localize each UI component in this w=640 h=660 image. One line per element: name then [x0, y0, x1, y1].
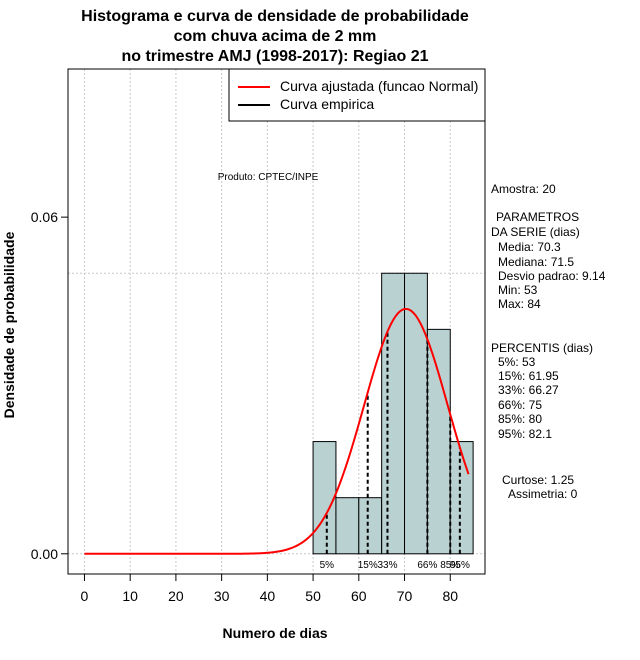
- legend-label-empirical: Curva empirica: [280, 96, 374, 112]
- normal-curve-path: [84, 307, 470, 555]
- product-annotation: Produto: CPTEC/INPE: [218, 172, 319, 183]
- y-tick-label-1: 0.06: [31, 209, 58, 225]
- param-mediana: Mediana: 71.5: [498, 255, 574, 269]
- grid-lines: [68, 69, 485, 574]
- percentil-85: 85%: 80: [498, 412, 542, 426]
- param-min: Min: 53: [498, 283, 538, 297]
- histogram-bar-1: [335, 497, 360, 555]
- side-panel: Amostra: 20 PARAMETROS DA SERIE (dias) M…: [491, 182, 606, 501]
- percentile-labels: 5% 15% 33% 66% 85%95%: [320, 560, 470, 571]
- y-tick-label-0: 0.00: [31, 546, 58, 562]
- percentile-label-1: 15%: [358, 560, 378, 571]
- y-axis: 0.00 0.06: [31, 209, 69, 562]
- percentis-title: PERCENTIS (dias): [491, 341, 593, 355]
- percentile-label-4: 85%: [440, 560, 460, 571]
- x-tick-label-8: 80: [442, 588, 458, 604]
- x-tick-label-2: 20: [168, 588, 184, 604]
- x-tick-label-6: 60: [351, 588, 367, 604]
- sample-size: Amostra: 20: [491, 182, 556, 196]
- x-tick-label-7: 70: [397, 588, 413, 604]
- percentile-label-0: 5%: [320, 560, 335, 571]
- percentil-33: 33%: 66.27: [498, 383, 559, 397]
- params-subtitle: DA SERIE (dias): [491, 225, 580, 239]
- percentile-label-2: 33%: [377, 560, 397, 571]
- histogram-bar-5: [426, 328, 451, 555]
- histogram-bar-6: [449, 441, 474, 555]
- chart-title-line-3: no trimestre AMJ (1998-2017): Regiao 21: [121, 48, 428, 65]
- param-media: Media: 70.3: [498, 240, 561, 254]
- normal-curve: [84, 307, 470, 555]
- percentil-66: 66%: 75: [498, 398, 542, 412]
- x-tick-label-1: 10: [122, 588, 138, 604]
- chart-title-line-2: com chuva acima de 2 mm: [174, 28, 377, 45]
- percentile-label-3: 66%: [417, 560, 437, 571]
- histogram-bars: [312, 272, 474, 555]
- legend-box: [228, 68, 486, 122]
- y-axis-label: Densidade de probabilidade: [1, 231, 17, 418]
- x-tick-label-3: 30: [214, 588, 230, 604]
- histogram-bar-0: [312, 441, 337, 555]
- x-tick-label-0: 0: [81, 588, 89, 604]
- percentil-95: 95%: 82.1: [498, 427, 552, 441]
- histogram-bar-2: [358, 497, 383, 555]
- x-axis: 0 10 20 30 40 50 60 70 80: [81, 573, 458, 604]
- percentil-15: 15%: 61.95: [498, 369, 559, 383]
- assimetria: Assimetria: 0: [508, 487, 578, 501]
- percentile-lines: [325, 331, 461, 554]
- x-tick-label-4: 40: [260, 588, 276, 604]
- legend-label-fitted: Curva ajustada (funcao Normal): [280, 78, 478, 94]
- percentil-5: 5%: 53: [498, 355, 536, 369]
- histogram-bar-3: [381, 272, 406, 555]
- params-title: PARAMETROS: [496, 210, 579, 224]
- curtose: Curtose: 1.25: [502, 473, 574, 487]
- x-tick-label-5: 50: [305, 588, 321, 604]
- legend: Curva ajustada (funcao Normal) Curva emp…: [228, 68, 486, 122]
- chart-title-line-1: Histograma e curva de densidade de proba…: [81, 8, 469, 25]
- x-axis-label: Numero de dias: [222, 625, 327, 641]
- percentile-label-5: 95%: [450, 560, 470, 571]
- param-desvio: Desvio padrao: 9.14: [498, 269, 606, 283]
- param-max: Max: 84: [498, 297, 541, 311]
